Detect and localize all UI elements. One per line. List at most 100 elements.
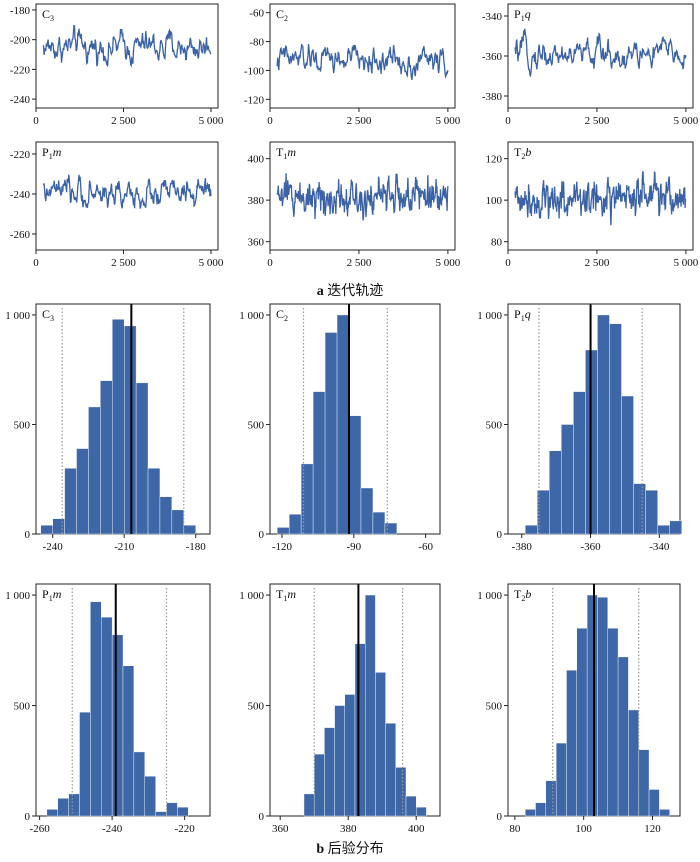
hist-bar	[147, 468, 161, 535]
hist-bar	[638, 749, 650, 817]
hist-bar	[79, 711, 91, 817]
y-tick-label: 360	[248, 237, 265, 249]
hist-bar	[288, 514, 302, 535]
hist-bar	[607, 627, 619, 817]
x-tick-label: 5 000	[199, 257, 224, 269]
y-tick-label: 100	[486, 195, 503, 207]
hist-bar	[46, 809, 58, 817]
hist-bar	[144, 776, 156, 817]
x-tick-label: 0	[505, 257, 511, 269]
x-tick-label: 5 000	[674, 115, 699, 127]
x-tick-label: 80	[509, 823, 521, 835]
y-tick-label: 0	[259, 529, 265, 541]
x-tick-label: 120	[644, 823, 661, 835]
hist-bar	[183, 525, 196, 535]
y-tick-label: -60	[249, 8, 264, 20]
hist-panel-1: -120 -90 -60 0 500 1 000 C2	[239, 303, 441, 553]
y-tick-label: 1 000	[239, 590, 264, 602]
x-tick-label: 2 500	[111, 115, 136, 127]
trace-label-1: C2	[276, 7, 288, 23]
hist-bar	[354, 643, 366, 817]
trace-line	[276, 173, 449, 221]
x-tick-label: 400	[408, 823, 425, 835]
trace-label-5: T2b	[514, 145, 531, 161]
x-tick-label: 2 500	[585, 115, 610, 127]
y-tick-label: -200	[10, 35, 31, 47]
trace-panel-2: 0 2 500 5 000 -340 -360 -380 P1q	[482, 3, 699, 127]
y-tick-label: 0	[259, 811, 265, 823]
hist-bar	[659, 809, 670, 817]
hist-bar	[576, 627, 588, 817]
hist-label-5: T2b	[514, 587, 531, 603]
trace-line	[514, 28, 687, 78]
caption-b-text: 后验分布	[327, 842, 384, 857]
hist-bar	[300, 463, 314, 535]
y-tick-label: 0	[497, 811, 503, 823]
hist-bar	[535, 802, 547, 817]
trace-label-4: T1m	[276, 145, 296, 161]
hist-bar	[348, 415, 362, 535]
y-tick-label: 500	[486, 701, 503, 713]
x-tick-label: -180	[186, 541, 207, 553]
hist-label-1: C2	[276, 307, 288, 323]
x-tick-label: -380	[512, 541, 533, 553]
hist-bar	[669, 520, 682, 535]
hist-bar	[123, 325, 137, 535]
y-tick-label: 500	[14, 701, 31, 713]
y-tick-label: 1 000	[5, 310, 30, 322]
x-tick-label: -120	[272, 541, 293, 553]
hist-bar	[555, 742, 567, 817]
x-tick-label: 0	[505, 115, 511, 127]
hist-label-4: T1m	[276, 587, 296, 603]
hist-bar	[155, 811, 167, 817]
hist-bar	[375, 672, 386, 817]
trace-line	[276, 44, 449, 81]
y-tick-label: 1 000	[477, 590, 502, 602]
hist-bar	[122, 665, 135, 817]
hist-bar	[365, 594, 376, 817]
x-tick-label: 2 500	[585, 257, 610, 269]
hist-bar	[314, 753, 325, 817]
y-tick-label: 0	[497, 529, 503, 541]
x-tick-label: 5 000	[436, 115, 461, 127]
hist-bar	[111, 634, 124, 817]
hist-bar	[324, 332, 338, 535]
y-tick-label: -260	[10, 229, 31, 241]
y-tick-label: -180	[10, 5, 31, 17]
y-tick-label: 380	[248, 195, 265, 207]
hist-bar	[395, 767, 407, 817]
hist-bar	[597, 597, 608, 817]
plot-frame	[507, 3, 694, 109]
hist-panel-3: -260 -240 -220 0 500 1 000 P1m	[5, 583, 211, 835]
hist-bar	[384, 522, 398, 535]
hist-label-2: P1q	[514, 307, 531, 323]
trace-panel-4: 0 2 500 5 000 360 380 400 T1m	[248, 141, 461, 269]
trace-panel-5: 0 2 500 5 000 80 100 120 T2b	[486, 141, 699, 269]
hist-label-0: C3	[42, 307, 54, 323]
y-tick-label: 500	[248, 701, 265, 713]
trace-label-0: C3	[42, 7, 54, 23]
x-tick-label: 0	[33, 115, 39, 127]
hist-bar	[525, 525, 538, 535]
x-tick-label: -90	[346, 541, 361, 553]
hist-bar	[57, 798, 69, 817]
hist-bar	[545, 780, 557, 817]
hist-bar	[100, 380, 113, 535]
y-tick-label: 500	[486, 419, 503, 431]
hist-bar	[324, 727, 335, 817]
hist-bar	[586, 594, 598, 817]
hist-bar	[303, 793, 315, 817]
y-tick-label: -240	[10, 189, 31, 201]
hist-bar	[561, 424, 574, 535]
y-tick-label: 1 000	[5, 590, 30, 602]
x-tick-label: 360	[272, 823, 289, 835]
hist-bar	[385, 723, 397, 817]
x-tick-label: 5 000	[436, 257, 461, 269]
hist-bar	[64, 468, 77, 535]
y-tick-label: 0	[25, 529, 31, 541]
x-tick-label: -220	[175, 823, 196, 835]
trace-label-3: P1m	[42, 145, 62, 161]
trace-line	[42, 174, 212, 209]
hist-bar	[171, 509, 184, 535]
